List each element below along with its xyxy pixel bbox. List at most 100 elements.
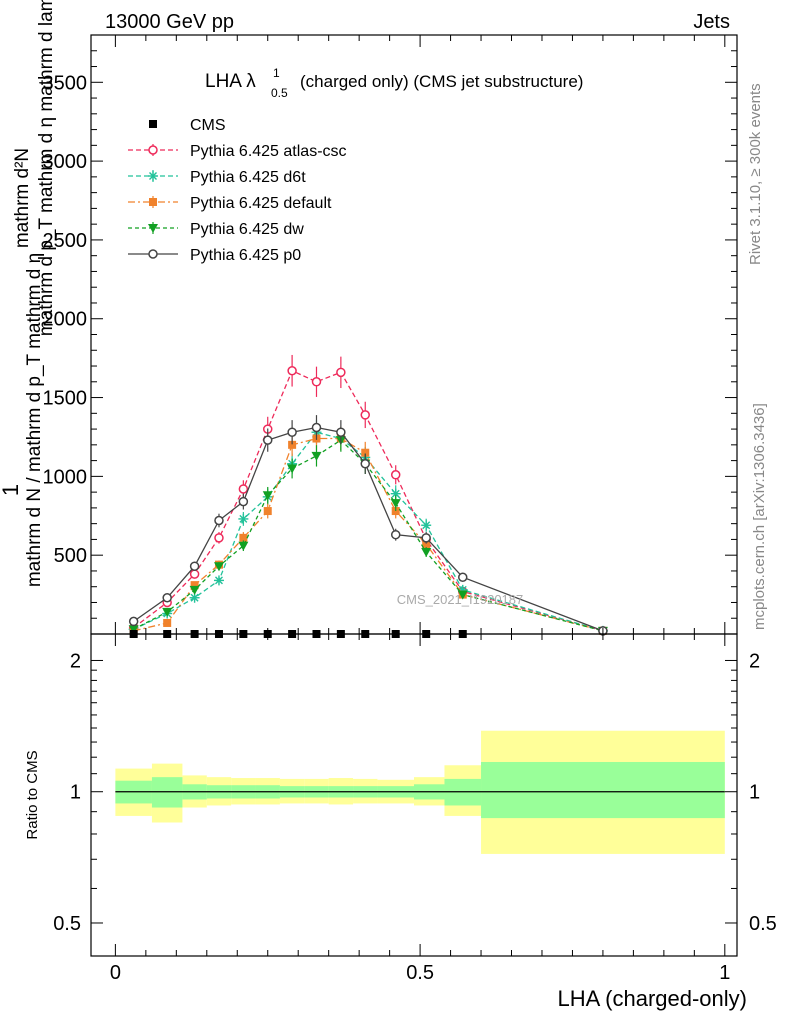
p0-point	[287, 427, 297, 437]
p0-point	[458, 572, 468, 583]
series-line-dw	[133, 439, 604, 632]
legend: CMS Pythia 6.425 atlas-csc Pythia 6.425 d6…	[128, 117, 347, 264]
atlas-csc-point	[238, 484, 249, 494]
p0-point	[311, 422, 322, 433]
ratio-y-tick-label-right: 1	[749, 782, 760, 804]
d6t-point	[189, 592, 200, 603]
atlas-csc-point	[189, 569, 200, 579]
main-y-label: 1 mathrm d N / mathrm d p_T mathrm d η m…	[0, 0, 57, 587]
atlas-csc-point	[336, 367, 346, 378]
y-tick-label: 1000	[43, 466, 88, 488]
main-plot-panel: 500 1000 1500 2000 2500 3000 3500 CMS_2021_I19…	[43, 34, 738, 638]
y-label-denominator: mathrm d p_T mathrm d η mathrm d lambda	[36, 0, 57, 336]
atlas-csc-point	[287, 366, 297, 376]
dw-point	[421, 548, 432, 558]
legend-label: Pythia 6.425 default	[190, 195, 332, 212]
dw-point	[162, 607, 173, 617]
series-line-d6t	[133, 431, 604, 632]
default-point	[361, 448, 370, 457]
default-point	[239, 533, 248, 542]
default-point	[163, 618, 172, 627]
ratio-band-inner	[151, 777, 183, 808]
p0-point	[360, 459, 370, 469]
p0-point	[390, 529, 401, 540]
x-tick-label: 1	[719, 962, 730, 984]
p0-point	[262, 435, 273, 445]
y-tick-label: 2500	[43, 230, 88, 252]
p0-point	[189, 561, 200, 571]
legend-label: Pythia 6.425 dw	[190, 221, 304, 238]
y-tick-label: 1500	[43, 388, 88, 410]
d6t-point	[238, 513, 249, 524]
y-label-numerator: mathrm d²N	[12, 148, 33, 248]
d6t-point	[390, 488, 401, 499]
d6t-point	[421, 520, 432, 531]
default-point	[190, 581, 199, 590]
legend-entry-d6t: Pythia 6.425 d6t	[128, 169, 306, 186]
main-title-sub: 0.5	[271, 86, 288, 100]
atlas-csc-point	[360, 410, 370, 420]
y-tick-label: 500	[54, 545, 87, 567]
y-tick-label: 2000	[43, 309, 88, 331]
ratio-y-tick-label: 0.5	[53, 913, 81, 935]
y-tick-label: 3000	[43, 151, 88, 173]
legend-label: CMS	[190, 117, 226, 134]
header-left: 13000 GeV pp	[105, 11, 234, 33]
main-title: LHA λ 1 0.5 (charged only) (CMS jet subs…	[205, 66, 583, 100]
atlas-csc-point	[214, 533, 224, 543]
p0-point	[128, 616, 139, 627]
y-tick-label: 3500	[43, 72, 88, 94]
dw-point	[457, 590, 468, 600]
default-point	[391, 507, 400, 516]
dw-point	[390, 499, 401, 509]
ratio-y-label: Ratio to CMS	[24, 750, 41, 839]
p0-point	[336, 427, 346, 437]
legend-entry-default: Pythia 6.425 default	[128, 195, 332, 212]
p0-point	[214, 515, 224, 526]
default-point	[263, 507, 272, 516]
ratio-plot-panel: 0.5 0.5 1 1 2 2 0 0.5 1	[53, 633, 777, 984]
default-point	[288, 440, 297, 449]
dw-point	[238, 541, 249, 551]
d6t-point	[148, 171, 158, 181]
ratio-y-tick-label-right: 0.5	[749, 913, 777, 935]
rivet-label: Rivet 3.1.10, ≥ 300k events	[747, 83, 764, 265]
dw-point	[213, 562, 224, 572]
atlas-csc-point	[148, 145, 158, 155]
dw-point	[287, 464, 298, 474]
p0-point	[162, 592, 172, 603]
main-title-prefix: LHA λ	[205, 71, 256, 92]
dw-point	[311, 451, 322, 461]
series-line-default	[133, 437, 604, 632]
dw-point	[189, 585, 200, 595]
main-title-suffix: (charged only) (CMS jet substructure)	[300, 72, 583, 91]
legend-entry-cms: CMS	[149, 117, 226, 134]
series-dw	[128, 428, 608, 636]
x-tick-label: 0.5	[406, 962, 434, 984]
dw-point	[128, 625, 139, 635]
y-label-line1: 1	[0, 484, 23, 496]
ratio-y-tick-label-right: 2	[749, 650, 760, 672]
atlas-csc-point	[390, 470, 401, 480]
y-label-line2: mathrm d N / mathrm d p_T mathrm d η	[24, 253, 45, 587]
legend-label: Pythia 6.425 d6t	[190, 169, 306, 186]
default-point	[422, 540, 431, 549]
legend-entry-atlas: Pythia 6.425 atlas-csc	[128, 143, 347, 160]
header-right: Jets	[693, 11, 730, 33]
p0-point	[421, 533, 431, 543]
legend-entry-p0: Pythia 6.425 p0	[128, 247, 301, 264]
ratio-y-tick-label: 2	[70, 650, 81, 672]
default-point	[149, 198, 157, 206]
atlas-csc-point	[311, 377, 322, 387]
p0-point	[148, 249, 158, 259]
series-line-p0	[133, 426, 604, 632]
series-line-atlas	[133, 369, 604, 632]
legend-entry-dw: Pythia 6.425 dw	[128, 221, 304, 238]
legend-label: Pythia 6.425 p0	[190, 247, 301, 264]
dw-point	[148, 224, 158, 233]
ratio-band-inner	[481, 761, 725, 819]
d6t-point	[213, 575, 224, 586]
p0-point	[238, 496, 249, 507]
main-plot-frame	[90, 34, 738, 635]
